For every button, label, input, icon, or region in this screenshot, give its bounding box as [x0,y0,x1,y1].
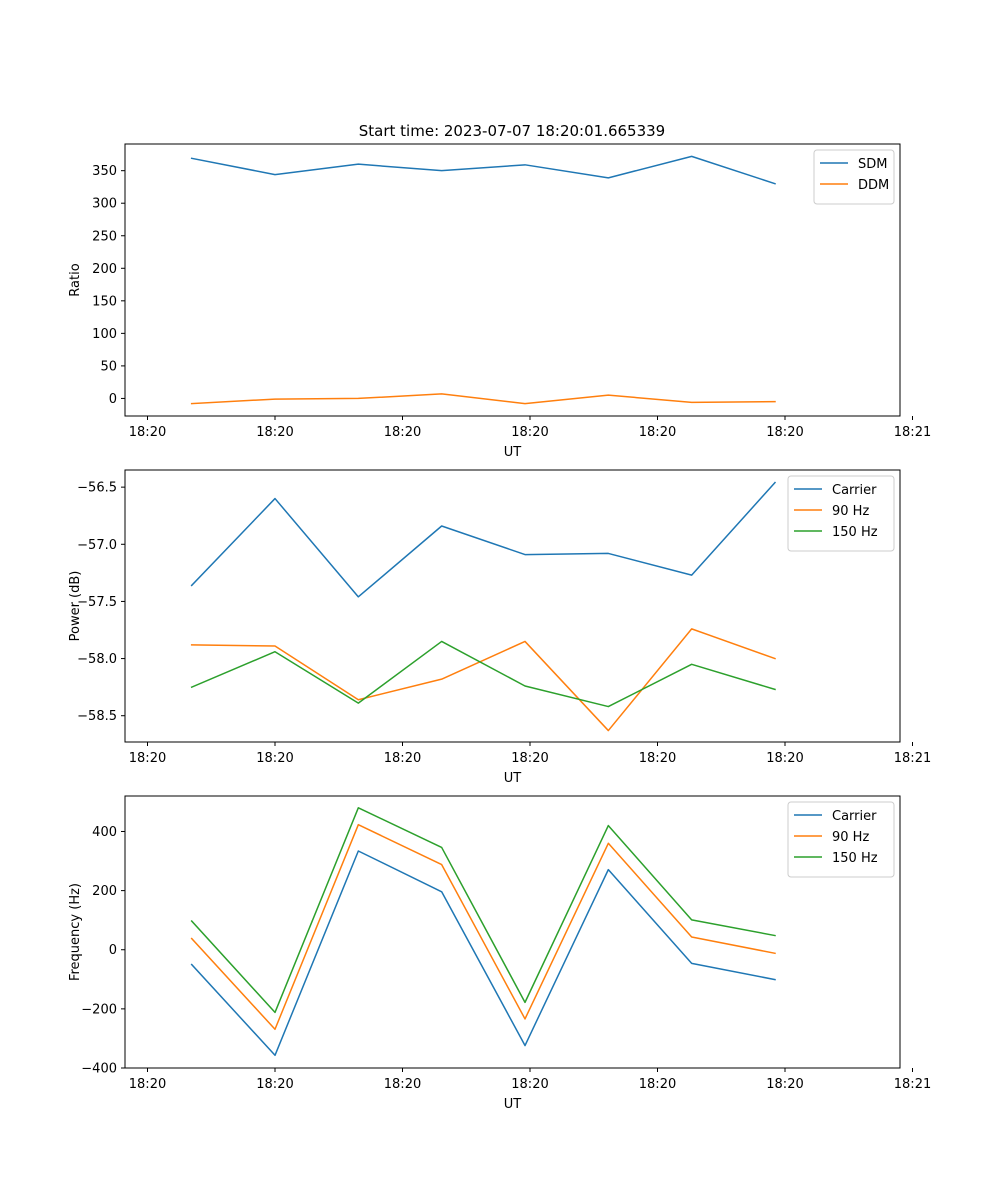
x-tick-label: 18:20 [256,425,293,440]
x-tick-label: 18:20 [256,751,293,766]
x-tick-label: 18:20 [639,751,676,766]
legend-box [787,475,895,552]
x-tick-label: 18:20 [129,425,166,440]
plots-container: 18:20 18:20 18:20 18:20 18:20 18:20 18:21 0 50 10… [68,143,931,1112]
axes-frame [124,469,901,743]
legend-label: 150 Hz [832,851,878,866]
y-tick-label: −57.0 [77,538,117,553]
y-tick-label: 0 [109,943,117,958]
legend: SDM DDM [813,149,895,205]
y-tick-label: 150 [92,294,117,309]
series-line-90-hz [190,628,776,732]
y-axis-label: Ratio [68,263,83,296]
legend-label: 150 Hz [832,525,878,540]
y-tick-label: 350 [92,164,117,179]
chart-panel-2: 18:20 18:20 18:20 18:20 18:20 18:20 18:21 −58.5… [68,469,931,786]
y-tick-label: 250 [92,229,117,244]
y-tick-label: −58.0 [77,652,117,667]
legend-label: SDM [858,157,887,172]
chart-panel-1: 18:20 18:20 18:20 18:20 18:20 18:20 18:21 0 50 10… [68,143,931,460]
legend-label: Carrier [832,809,877,824]
y-tick-label: −58.5 [77,709,117,724]
y-tick-label: 0 [109,392,117,407]
x-tick-label: 18:20 [384,751,421,766]
x-tick-label: 18:20 [639,1077,676,1092]
x-tick-label: 18:20 [511,425,548,440]
series-line-sdm [190,155,776,185]
series-line-150-hz [190,640,776,708]
x-tick-label: 18:20 [384,425,421,440]
chart-panel-3: 18:20 18:20 18:20 18:20 18:20 18:20 18:21 −400 −… [68,795,931,1112]
x-axis-label: UT [504,771,522,786]
x-axis-label: UT [504,1097,522,1112]
legend: Carrier 90 Hz 150 Hz [787,801,895,878]
x-tick-label: 18:20 [256,1077,293,1092]
y-tick-label: −56.5 [77,481,117,496]
x-tick-label: 18:20 [384,1077,421,1092]
y-tick-label: −200 [81,1002,117,1017]
y-tick-label: 400 [92,825,117,840]
legend-label: 90 Hz [832,830,869,845]
series-line-ddm [190,393,776,405]
legend: Carrier 90 Hz 150 Hz [787,475,895,552]
y-axis-label: Frequency (Hz) [68,883,83,981]
x-tick-label: 18:21 [894,1077,931,1092]
y-tick-label: 50 [100,359,117,374]
legend-label: 90 Hz [832,504,869,519]
legend-label: DDM [858,178,889,193]
series-line-90-hz [190,823,776,1031]
y-tick-label: 200 [92,262,117,277]
figure-title: Start time: 2023-07-07 18:20:01.665339 [359,122,665,140]
axes-frame [124,143,901,417]
y-tick-label: 300 [92,197,117,212]
x-tick-label: 18:20 [129,1077,166,1092]
x-tick-label: 18:20 [129,751,166,766]
series-line-150-hz [190,807,776,1014]
axes-frame [124,795,901,1069]
x-axis-label: UT [504,445,522,460]
x-tick-label: 18:20 [766,1077,803,1092]
y-tick-label: −400 [81,1062,117,1077]
y-tick-label: 200 [92,884,117,899]
legend-box [787,801,895,878]
x-tick-label: 18:20 [511,1077,548,1092]
x-tick-label: 18:20 [511,751,548,766]
x-tick-label: 18:20 [639,425,676,440]
series-line-carrier [190,481,777,598]
x-tick-label: 18:21 [894,751,931,766]
legend-label: Carrier [832,483,877,498]
y-tick-label: −57.5 [77,595,117,610]
y-tick-label: 100 [92,327,117,342]
x-tick-label: 18:20 [766,425,803,440]
x-tick-label: 18:20 [766,751,803,766]
x-tick-label: 18:21 [894,425,931,440]
y-axis-label: Power (dB) [68,571,83,642]
series-line-carrier [190,850,776,1057]
